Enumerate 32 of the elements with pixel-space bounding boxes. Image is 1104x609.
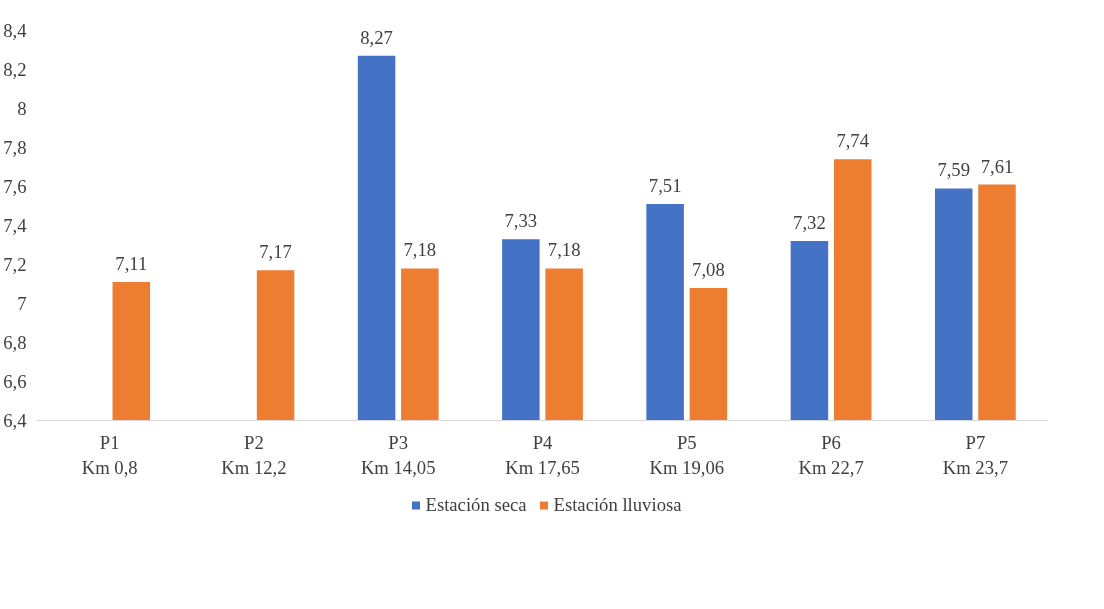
y-tick-label: 7,6 — [3, 176, 27, 197]
y-tick-label: 6,8 — [3, 332, 27, 353]
x-tick-label: P5 Km 19,06 — [649, 431, 725, 478]
x-tick-label: P4 Km 17,65 — [505, 431, 580, 478]
data-label: 7,51 — [648, 175, 682, 197]
data-label: 7,59 — [937, 159, 971, 181]
x-tick-label: P6 Km 22,7 — [798, 431, 864, 478]
data-label: 7,74 — [836, 130, 870, 152]
legend-label: Estación seca — [425, 494, 527, 516]
data-label: 7,17 — [259, 241, 292, 263]
y-tick-label: 8 — [17, 98, 27, 119]
legend-label: Estación lluviosa — [553, 494, 682, 516]
data-label: 7,11 — [115, 253, 148, 275]
y-tick-label: 8,4 — [3, 20, 28, 41]
y-tick-label: 8,2 — [3, 59, 27, 80]
y-tick-label: 7,8 — [3, 137, 27, 158]
data-label: 7,33 — [504, 210, 538, 232]
x-tick-label: P2 Km 12,2 — [221, 431, 287, 478]
y-tick-label: 6,4 — [3, 410, 28, 431]
data-label: 8,27 — [360, 26, 393, 48]
x-tick-label: P1 Km 0,8 — [81, 431, 138, 478]
y-tick-label: 6,6 — [3, 371, 27, 392]
data-label: 7,08 — [692, 258, 725, 280]
data-label: 7,32 — [793, 212, 826, 234]
y-tick-label: 7,2 — [3, 254, 27, 275]
y-tick-label: 7 — [17, 293, 27, 314]
x-tick-label: P7 Km 23,7 — [942, 431, 1009, 478]
data-label: 7,18 — [403, 239, 437, 261]
data-label: 7,18 — [547, 239, 581, 261]
data-label: 7,61 — [980, 155, 1014, 177]
y-tick-label: 7,4 — [3, 215, 28, 236]
x-tick-label: P3 Km 14,05 — [360, 431, 436, 478]
